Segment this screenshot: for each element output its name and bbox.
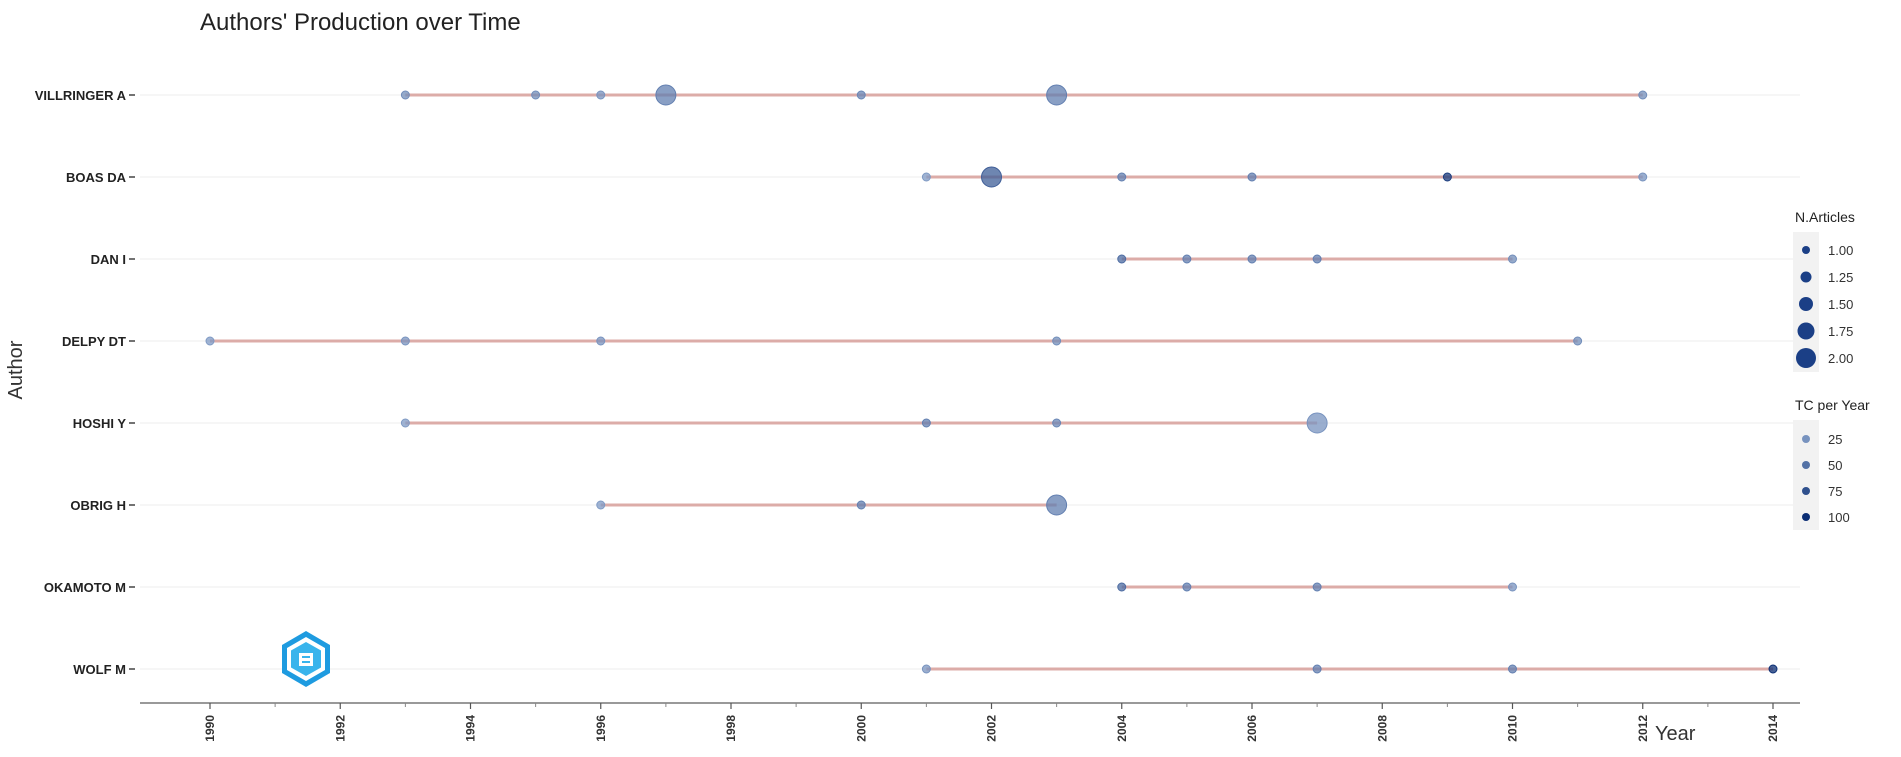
legend-size-key [1797,322,1815,340]
x-tick-label: 1992 [333,715,347,742]
x-tick-label: 1998 [724,715,738,742]
data-point [1508,582,1517,592]
legend-tc-per-year: TC per Year 25 50 75 100 [1793,397,1870,530]
y-tick-label: BOAS DA [66,170,127,185]
x-axis-title: Year [1655,723,1696,745]
legend-color-key [1802,435,1810,443]
x-tick-label: 2002 [985,715,999,742]
data-point [596,90,606,100]
data-point [531,90,541,100]
data-point [1573,336,1583,346]
data-point [205,336,215,346]
legend-size-key [1802,246,1810,254]
legend-color-label: 75 [1828,484,1842,499]
legend-n-articles-title: N.Articles [1795,209,1855,225]
legend-size-key [1799,297,1813,311]
data-point [1046,84,1068,106]
data-point [1312,254,1322,264]
legend-color-key [1802,513,1810,521]
data-point [1046,494,1068,516]
y-tick-label: WOLF M [73,662,126,677]
chart-title: Authors' Production over Time [200,9,521,36]
data-point [1442,172,1452,182]
legend-n-articles: N.Articles 1.00 1.25 1.50 1.75 2.00 [1793,209,1855,372]
legend-color-key [1802,487,1810,495]
y-axis: VILLRINGER A BOAS DA DAN I DELPY DT HOSHI Y O… [35,88,135,677]
data-point [1638,90,1648,100]
legend-color-key [1802,461,1810,469]
x-tick-label: 2010 [1506,715,1520,742]
y-tick-label: VILLRINGER A [35,88,127,103]
legend-size-key [1796,348,1816,368]
data-point [1508,664,1517,674]
data-point [856,90,866,100]
data-point [1052,418,1062,428]
legend-tc-per-year-title: TC per Year [1795,397,1870,413]
y-axis-title: Author [5,340,27,399]
x-tick-label: 1990 [203,715,217,742]
legend-size-label: 2.00 [1828,351,1853,366]
data-point [400,90,410,100]
data-point [1117,172,1127,182]
data-point [1638,172,1648,182]
legend-size-label: 1.75 [1828,324,1853,339]
data-point [1508,254,1517,264]
x-tick-label: 2008 [1375,715,1389,742]
data-point [981,166,1002,188]
data-point [1312,582,1322,592]
data-point [1312,664,1322,674]
y-tick-label: HOSHI Y [73,416,127,431]
data-point [921,418,931,428]
legend-color-label: 25 [1828,432,1842,447]
x-tick-label: 2000 [854,715,868,742]
legend-color-label: 50 [1828,458,1842,473]
x-tick-label: 2014 [1766,715,1780,742]
data-point [1247,172,1257,182]
legend-size-label: 1.50 [1828,297,1853,312]
y-tick-label: OKAMOTO M [44,580,126,595]
legend-color-label: 100 [1828,510,1850,525]
data-point [1768,664,1778,674]
data-point [921,172,931,182]
data-point [1117,254,1127,264]
x-tick-label: 1994 [464,715,478,742]
data-point [921,664,931,674]
legend-size-key [1800,271,1812,283]
data-point [1117,582,1127,592]
y-tick-label: OBRIG H [70,498,126,513]
x-axis: 1990 1992 1994 1996 1998 2000 2002 2004 2006 2008… [140,702,1800,742]
data-point [1306,412,1328,434]
data-point [400,336,410,346]
data-point [1247,254,1257,264]
data-point [1052,336,1062,346]
data-point [596,336,606,346]
y-tick-label: DAN I [91,252,126,267]
legend-size-label: 1.00 [1828,243,1853,258]
data-point [400,418,410,428]
data-points [205,84,1778,674]
hexagon-logo-icon [282,631,330,687]
y-tick-label: DELPY DT [62,334,126,349]
x-tick-label: 1996 [594,715,608,742]
data-point [1182,254,1192,264]
legend-size-label: 1.25 [1828,270,1853,285]
x-tick-label: 2006 [1245,715,1259,742]
data-point [856,500,866,510]
data-point [655,84,677,106]
data-point [596,500,606,510]
x-tick-label: 2012 [1636,715,1650,742]
x-tick-label: 2004 [1115,715,1129,742]
grid-lines [140,94,1800,670]
data-point [1182,582,1192,592]
